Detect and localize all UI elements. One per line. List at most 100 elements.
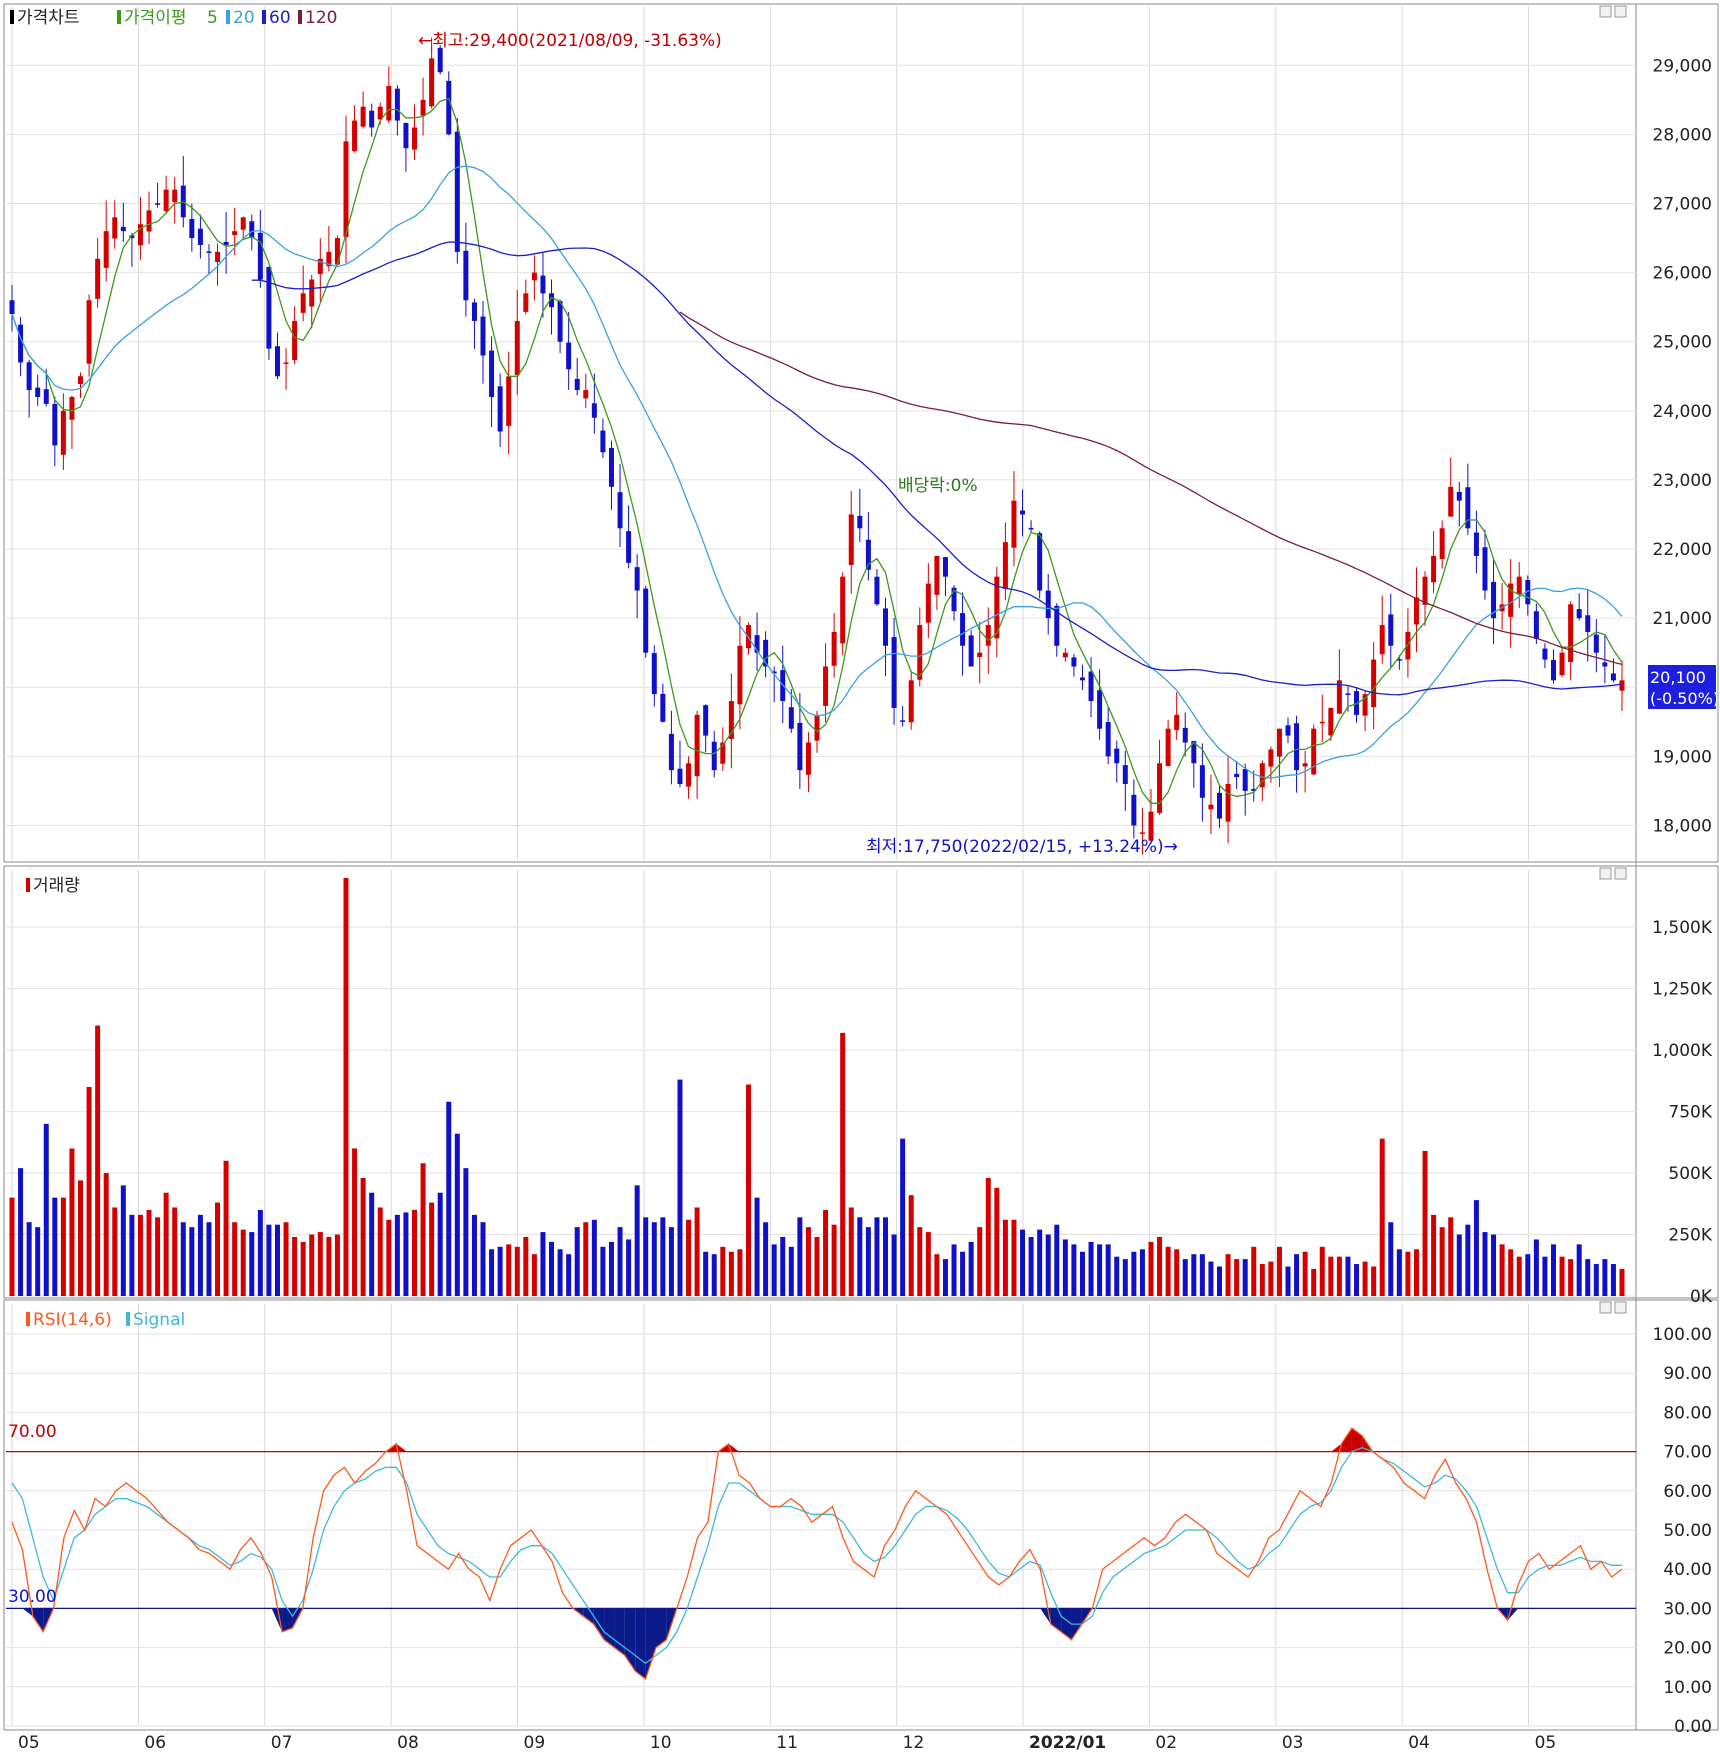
volume-bar	[1139, 1249, 1145, 1296]
volume-bar	[1217, 1266, 1222, 1296]
candle-body	[857, 515, 863, 529]
legend-ma-title: 가격이평	[124, 8, 187, 28]
candle-body	[1319, 721, 1325, 724]
legend-signal-swatch	[126, 1312, 130, 1326]
volume-bar	[52, 1197, 58, 1296]
volume-bar	[1122, 1259, 1128, 1296]
candle-body	[934, 555, 940, 595]
candle-body	[891, 637, 897, 708]
volume-bar	[1105, 1244, 1111, 1296]
candle-body	[163, 189, 169, 212]
volume-bar	[865, 1227, 871, 1296]
current-price-tag: 20,100 (-0.50%)	[1648, 665, 1719, 709]
current-price-box	[1648, 665, 1716, 709]
volume-bar	[891, 1234, 897, 1296]
volume-bar	[549, 1241, 555, 1296]
volume-bar	[908, 1195, 914, 1296]
volume-bar	[343, 878, 349, 1296]
candle-body	[1311, 728, 1317, 775]
volume-bar	[728, 1251, 734, 1296]
volume-bar	[112, 1207, 118, 1296]
volume-bar	[35, 1227, 41, 1296]
volume-window-buttons[interactable]	[1599, 867, 1627, 880]
candle-body	[1559, 652, 1565, 676]
close-icon[interactable]	[1614, 1301, 1627, 1314]
volume-bar	[900, 1138, 906, 1296]
volume-bar	[951, 1244, 957, 1296]
close-icon[interactable]	[1614, 867, 1627, 880]
rsi-overbought-fill	[396, 1443, 407, 1452]
candle-body	[805, 742, 811, 775]
volume-bar	[771, 1244, 777, 1296]
volume-bar	[232, 1222, 238, 1296]
price-tick-label: 26,000	[1653, 264, 1712, 284]
candle-body	[848, 514, 854, 565]
volume-bar	[1011, 1219, 1017, 1296]
candle-body	[651, 653, 657, 695]
candle-body	[420, 99, 426, 116]
volume-bar	[163, 1192, 169, 1296]
candle-body	[557, 301, 563, 342]
candle-body	[463, 250, 469, 301]
volume-bar	[617, 1227, 623, 1296]
price-tick-label: 24,000	[1653, 402, 1712, 422]
ma60-line	[251, 241, 1623, 696]
volume-bar	[1114, 1256, 1120, 1296]
candle-body	[814, 714, 820, 741]
volume-bar	[471, 1214, 477, 1296]
candle-body	[52, 403, 58, 446]
rsi-window-buttons[interactable]	[1599, 1301, 1627, 1314]
close-icon[interactable]	[1614, 5, 1627, 18]
volume-bar	[386, 1219, 392, 1296]
rsi-overbought-fill	[1341, 1428, 1352, 1452]
volume-bar	[489, 1249, 495, 1296]
candle-body	[1088, 671, 1094, 702]
volume-bar	[497, 1246, 503, 1296]
candle-body	[1285, 725, 1291, 736]
candle-body	[540, 275, 546, 294]
volume-bar	[523, 1236, 529, 1296]
minimize-icon[interactable]	[1599, 867, 1612, 880]
volume-bar	[1448, 1217, 1454, 1296]
minimize-icon[interactable]	[1599, 1301, 1612, 1314]
current-price-value: 20,100	[1650, 668, 1706, 687]
candle-body	[1396, 659, 1402, 661]
volume-bar	[805, 1227, 811, 1296]
volume-bar	[677, 1079, 683, 1296]
legend-ma120-swatch	[298, 10, 302, 24]
rsi-upper-label: 70.00	[8, 1422, 57, 1442]
month-label: 03	[1282, 1733, 1304, 1752]
candle-body	[1148, 811, 1154, 841]
candle-body	[1276, 728, 1282, 757]
price-window-buttons[interactable]	[1599, 5, 1627, 18]
minimize-icon[interactable]	[1599, 5, 1612, 18]
candle-body	[566, 342, 572, 370]
volume-bar	[1336, 1256, 1342, 1296]
volume-bar	[600, 1246, 606, 1296]
volume-bar	[1045, 1234, 1051, 1296]
candle-body	[309, 279, 315, 307]
volume-bar	[754, 1197, 760, 1296]
candle-body	[360, 106, 366, 127]
volume-bar	[737, 1249, 743, 1296]
candle-body	[737, 645, 743, 705]
volume-legend: 거래량	[26, 876, 80, 896]
candle-body	[1062, 652, 1068, 658]
volume-bar	[1157, 1236, 1163, 1296]
volume-bar	[557, 1249, 563, 1296]
candle-body	[326, 251, 332, 267]
candle-body	[489, 350, 495, 397]
month-label: 04	[1408, 1733, 1430, 1752]
candle-body	[129, 235, 135, 239]
volume-bar	[43, 1123, 49, 1296]
legend-price-swatch	[10, 10, 14, 24]
volume-bar	[180, 1222, 186, 1296]
candle-body	[840, 576, 846, 644]
candle-body	[591, 403, 597, 418]
volume-bar	[831, 1224, 837, 1296]
candle-body	[189, 219, 195, 239]
candle-body	[78, 376, 84, 385]
candle-body	[797, 722, 803, 771]
volume-bar	[531, 1254, 537, 1296]
volume-bar	[95, 1025, 101, 1296]
